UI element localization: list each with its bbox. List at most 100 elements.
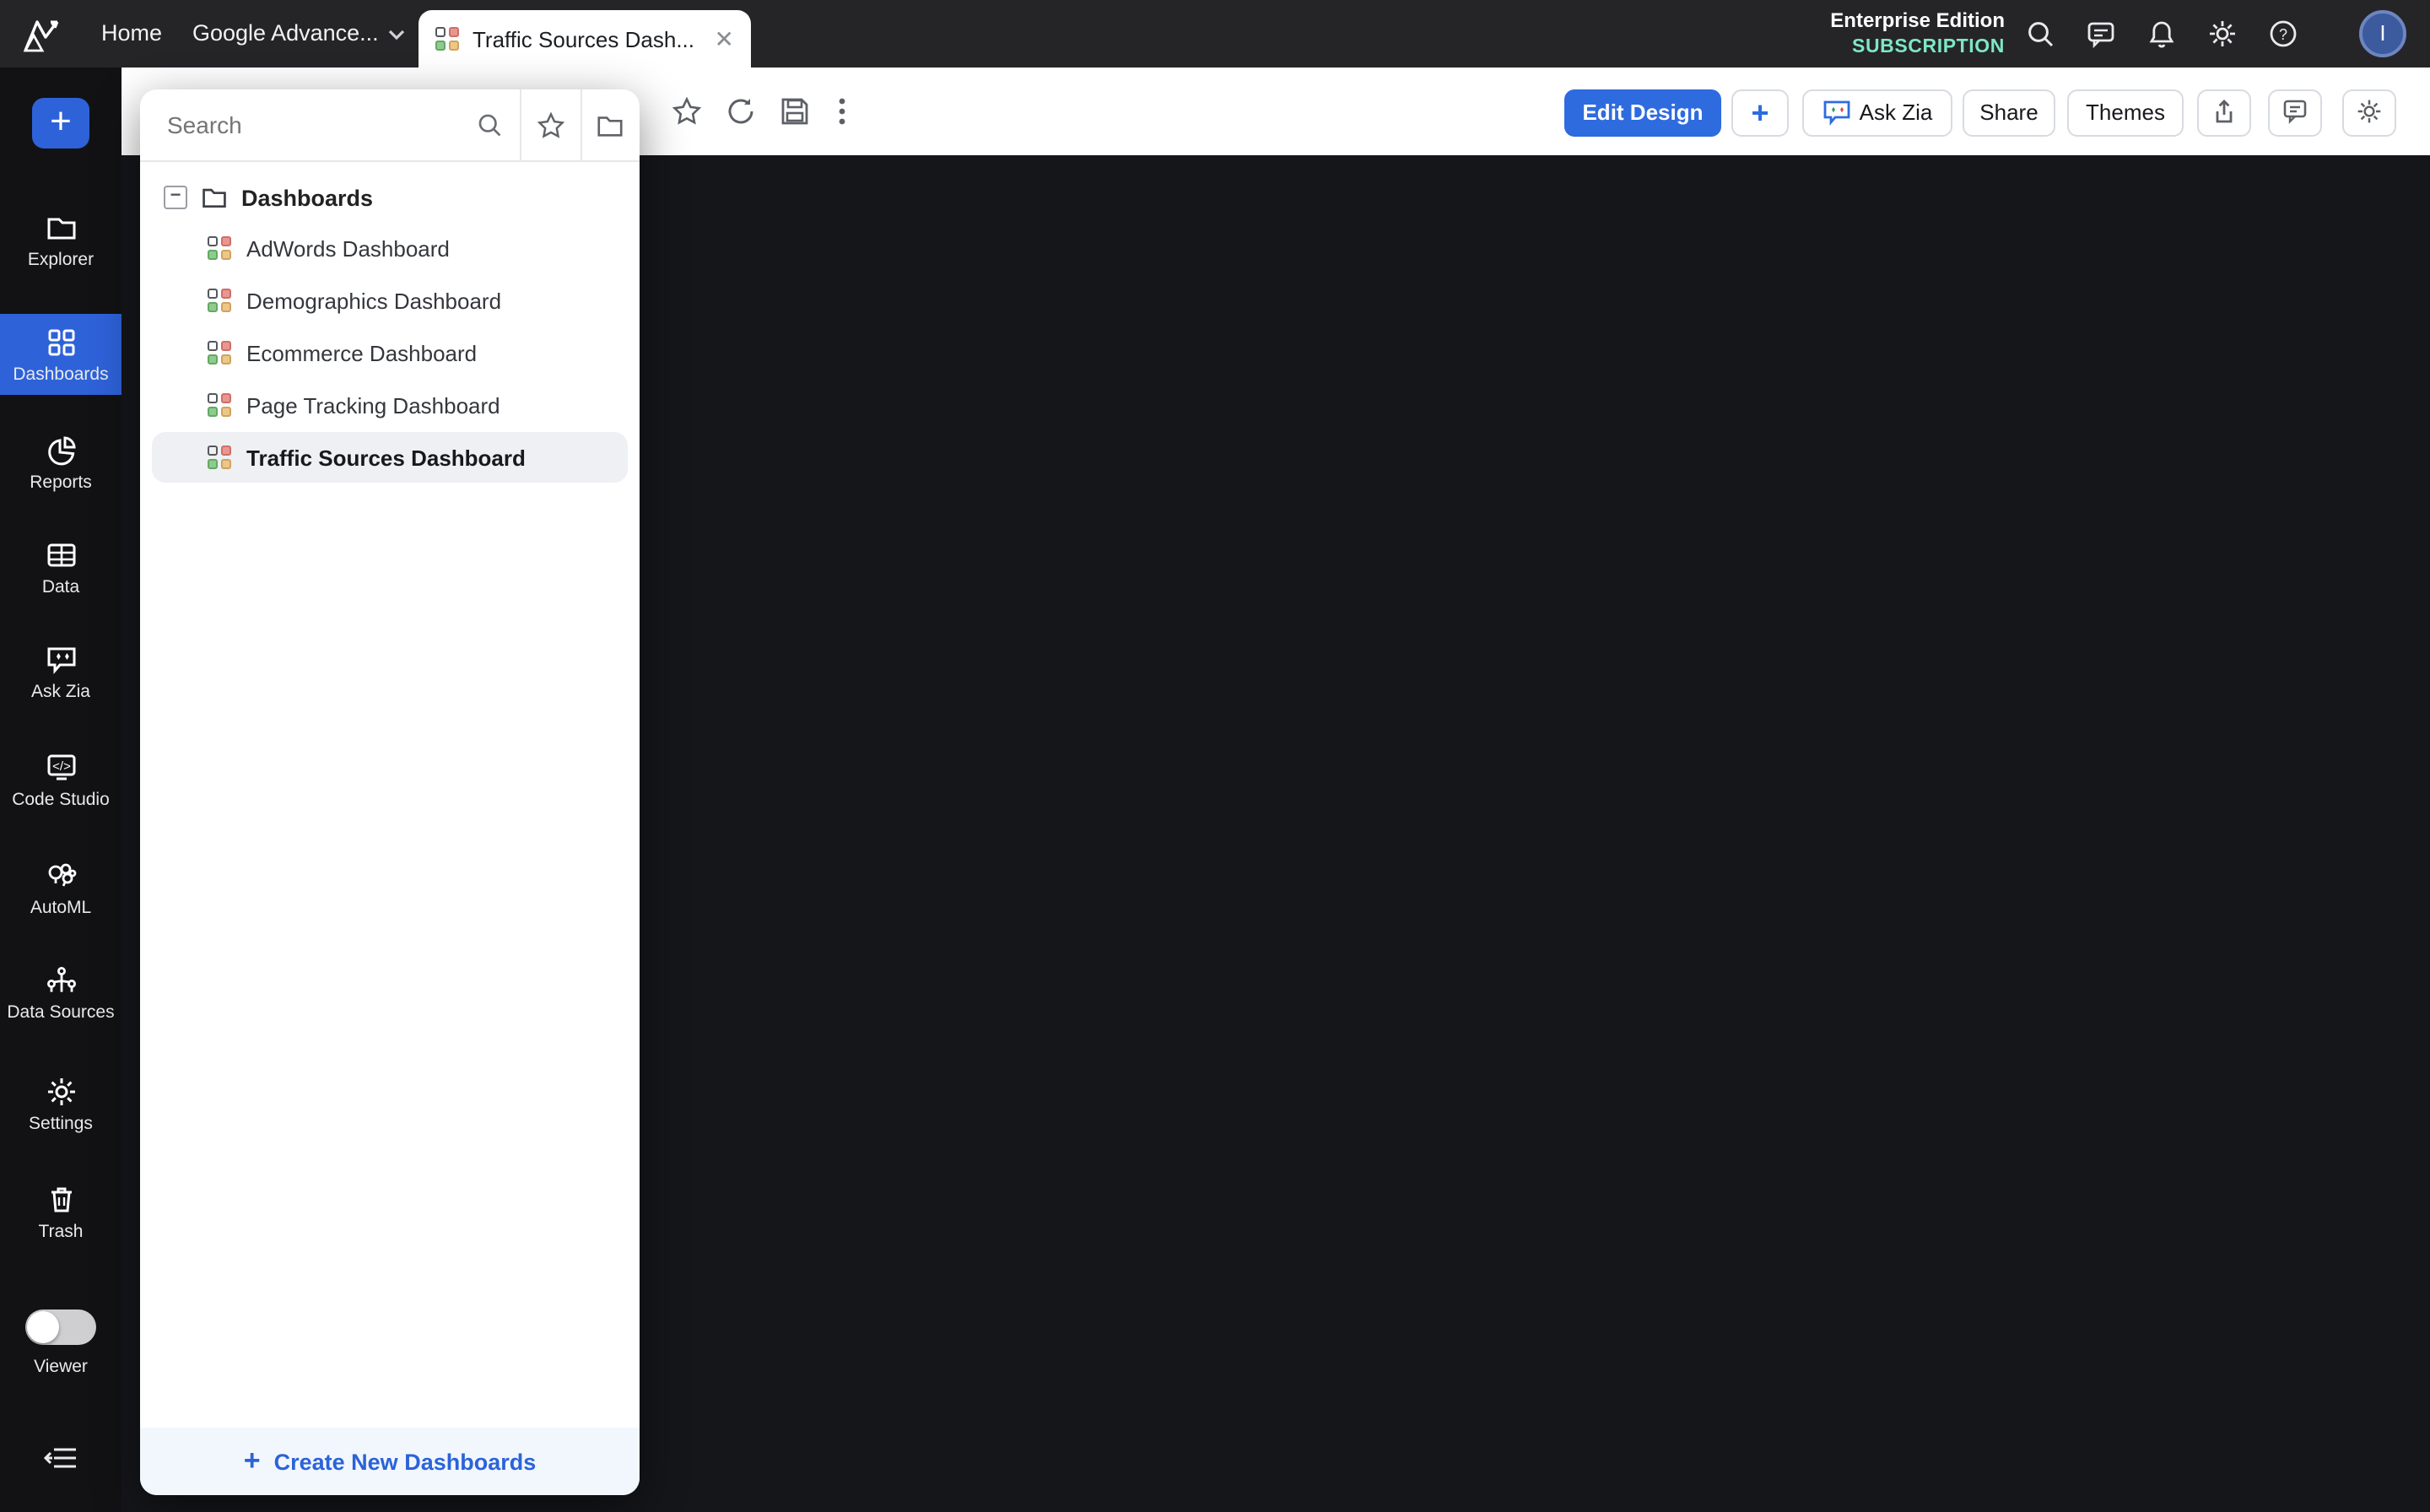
themes-button[interactable]: Themes: [2067, 89, 2184, 137]
export-icon: [2211, 98, 2238, 125]
sidebar-item-label: Explorer: [0, 250, 122, 270]
sidebar-item-data[interactable]: Data: [0, 526, 122, 608]
reports-icon: [43, 434, 78, 467]
sidebar-item-label: Reports: [0, 472, 122, 493]
sidebar-item-label: Data Sources: [0, 1002, 122, 1023]
sidebar-item-automl[interactable]: AutoML: [0, 847, 122, 928]
tree-item-adwords-dashboard[interactable]: AdWords Dashboard: [152, 223, 628, 273]
folder-view-button[interactable]: [580, 89, 640, 160]
tree-item-label: Traffic Sources Dashboard: [246, 445, 526, 470]
export-button[interactable]: [2197, 89, 2251, 137]
dashboards-browser-panel: − Dashboards AdWords Dashboard Demographi…: [140, 89, 640, 1495]
folder-icon: [201, 184, 228, 211]
feedback-icon[interactable]: [2086, 19, 2116, 49]
favorites-filter-button[interactable]: [520, 89, 580, 160]
collapse-sidebar-icon[interactable]: [44, 1444, 78, 1472]
refresh-icon[interactable]: [726, 96, 756, 127]
search-icon: [476, 111, 503, 138]
avatar[interactable]: I: [2359, 10, 2406, 57]
panel-search[interactable]: [140, 89, 520, 160]
toggle-knob: [27, 1311, 59, 1343]
sidebar-item-label: Dashboards: [0, 364, 122, 385]
plus-icon: +: [244, 1444, 261, 1478]
folder-icon: [597, 111, 625, 139]
nav-home[interactable]: Home: [101, 0, 162, 68]
tree-item-demographics-dashboard[interactable]: Demographics Dashboard: [152, 275, 628, 326]
edit-design-button[interactable]: Edit Design: [1564, 89, 1721, 137]
tree-item-label: Ecommerce Dashboard: [246, 340, 477, 365]
sidebar-item-label: Settings: [0, 1114, 122, 1134]
sidebar-item-dashboards[interactable]: Dashboards: [0, 314, 122, 395]
tree-item-label: AdWords Dashboard: [246, 235, 450, 261]
subscription-label: SUBSCRIPTION: [1830, 34, 2005, 61]
panel-header: [140, 89, 640, 162]
tree-item-page-tracking-dashboard[interactable]: Page Tracking Dashboard: [152, 380, 628, 430]
search-input[interactable]: [164, 110, 476, 140]
settings-icon: [43, 1075, 78, 1109]
search-icon[interactable]: [2025, 19, 2055, 49]
save-icon[interactable]: [780, 96, 810, 127]
sidebar-item-label: Ask Zia: [0, 682, 122, 702]
svg-text:?: ?: [2279, 26, 2287, 43]
create-new-dashboards-label: Create New Dashboards: [274, 1449, 537, 1474]
automl-icon: [43, 859, 78, 893]
viewer-toggle[interactable]: [25, 1310, 96, 1345]
dashboards-tree: − Dashboards AdWords Dashboard Demographi…: [140, 174, 640, 484]
sidebar-item-label: AutoML: [0, 898, 122, 918]
sidebar-item-label: Data: [0, 577, 122, 597]
chevron-down-icon: [389, 28, 406, 40]
more-options-kebab-icon[interactable]: [837, 96, 847, 127]
dashboard-settings-button[interactable]: [2342, 89, 2396, 137]
help-icon[interactable]: ?: [2268, 19, 2298, 49]
sidebar-item-explorer[interactable]: Explorer: [0, 199, 122, 280]
sidebar: + Explorer Dashboards Reports Data Ask Zia </…: [0, 68, 122, 1512]
ask-zia-button[interactable]: Ask Zia: [1802, 89, 1952, 137]
comment-icon: [2282, 98, 2308, 125]
tree-item-label: Page Tracking Dashboard: [246, 392, 500, 418]
sidebar-item-label: Code Studio: [0, 790, 122, 810]
folder-icon: [43, 211, 78, 245]
notifications-bell-icon[interactable]: [2146, 19, 2177, 49]
dashboard-grid-icon: [208, 393, 231, 417]
workspace-name: Google Advance...: [192, 0, 379, 68]
favorite-star-icon[interactable]: [672, 96, 702, 127]
code-icon: </>: [43, 751, 78, 785]
tree-root-label: Dashboards: [241, 185, 373, 210]
star-icon: [537, 111, 565, 139]
dashboard-grid-icon: [208, 446, 231, 469]
topbar: Home Google Advance... Traffic Sources D…: [0, 0, 2430, 68]
ask-zia-label: Ask Zia: [1860, 100, 1933, 125]
tree-items: AdWords Dashboard Demographics Dashboard E…: [140, 223, 640, 483]
dashboard-grid-icon: [208, 341, 231, 364]
dashboard-grid-icon: [435, 27, 459, 51]
gear-icon: [2356, 98, 2383, 125]
settings-gear-icon[interactable]: [2207, 19, 2238, 49]
tree-item-label: Demographics Dashboard: [246, 288, 501, 313]
comments-button[interactable]: [2268, 89, 2322, 137]
sidebar-item-ask-zia[interactable]: Ask Zia: [0, 631, 122, 712]
tab-close-icon[interactable]: ✕: [715, 24, 734, 53]
create-new-button[interactable]: +: [32, 98, 89, 148]
analytics-logo-icon[interactable]: [20, 12, 64, 56]
dashboard-grid-icon: [208, 289, 231, 312]
sidebar-item-code-studio[interactable]: </> Code Studio: [0, 739, 122, 820]
tree-item-ecommerce-dashboard[interactable]: Ecommerce Dashboard: [152, 327, 628, 378]
sidebar-item-trash[interactable]: Trash: [0, 1171, 122, 1252]
sidebar-item-label: Trash: [0, 1222, 122, 1242]
sidebar-item-settings[interactable]: Settings: [0, 1063, 122, 1144]
add-widget-button[interactable]: +: [1731, 89, 1789, 137]
svg-text:</>: </>: [51, 759, 70, 774]
tab-label: Traffic Sources Dash...: [472, 26, 694, 51]
sidebar-item-data-sources[interactable]: Data Sources: [0, 952, 122, 1033]
tree-item-traffic-sources-dashboard[interactable]: Traffic Sources Dashboard: [152, 432, 628, 483]
tree-root-dashboards[interactable]: − Dashboards: [140, 174, 640, 221]
collapse-node-icon[interactable]: −: [164, 186, 187, 209]
datasources-icon: [43, 964, 78, 997]
share-button[interactable]: Share: [1963, 89, 2055, 137]
tab-traffic-sources-dashboard[interactable]: Traffic Sources Dash... ✕: [418, 10, 751, 68]
workspace-selector[interactable]: Google Advance...: [192, 0, 406, 68]
dashboards-icon: [43, 326, 78, 359]
create-new-dashboards-button[interactable]: + Create New Dashboards: [140, 1428, 640, 1495]
sidebar-item-reports[interactable]: Reports: [0, 422, 122, 503]
app-root: Home Google Advance... Traffic Sources D…: [0, 0, 2430, 1512]
